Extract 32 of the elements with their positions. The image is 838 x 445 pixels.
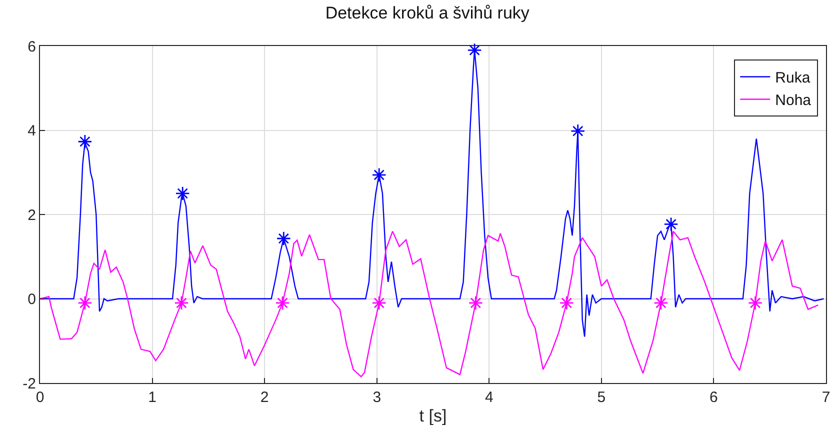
point xyxy=(174,296,189,310)
x-tick-label: 4 xyxy=(484,389,494,406)
legend-label: Noha xyxy=(775,92,812,110)
point xyxy=(78,296,92,310)
x-tick-label: 7 xyxy=(822,389,830,406)
point xyxy=(559,296,574,310)
y-tick-label: 6 xyxy=(28,38,36,56)
point xyxy=(275,296,290,310)
point xyxy=(175,186,190,201)
y-tick-label: 2 xyxy=(28,206,36,224)
point xyxy=(748,296,763,310)
point xyxy=(276,231,291,246)
point xyxy=(570,124,586,138)
y-tick-label: 0 xyxy=(28,291,36,308)
x-tick-label: 5 xyxy=(597,389,606,406)
chart-title: Detekce kroků a švihů ruky xyxy=(325,4,530,23)
y-tick-label: -2 xyxy=(22,375,36,392)
point xyxy=(467,42,482,58)
point xyxy=(654,296,668,310)
point xyxy=(372,296,386,310)
x-tick-label: 6 xyxy=(710,389,718,406)
x-tick-label: 2 xyxy=(260,389,269,406)
line-series xyxy=(40,230,819,378)
point xyxy=(372,168,386,182)
point xyxy=(664,216,678,232)
x-axis-title: t [s] xyxy=(419,406,447,426)
x-tick-label: 3 xyxy=(372,389,382,406)
legend-label: Ruka xyxy=(775,70,811,87)
point xyxy=(78,134,92,149)
point xyxy=(468,296,483,310)
y-tick-label: 4 xyxy=(28,122,36,140)
x-tick-label: 1 xyxy=(148,389,156,406)
